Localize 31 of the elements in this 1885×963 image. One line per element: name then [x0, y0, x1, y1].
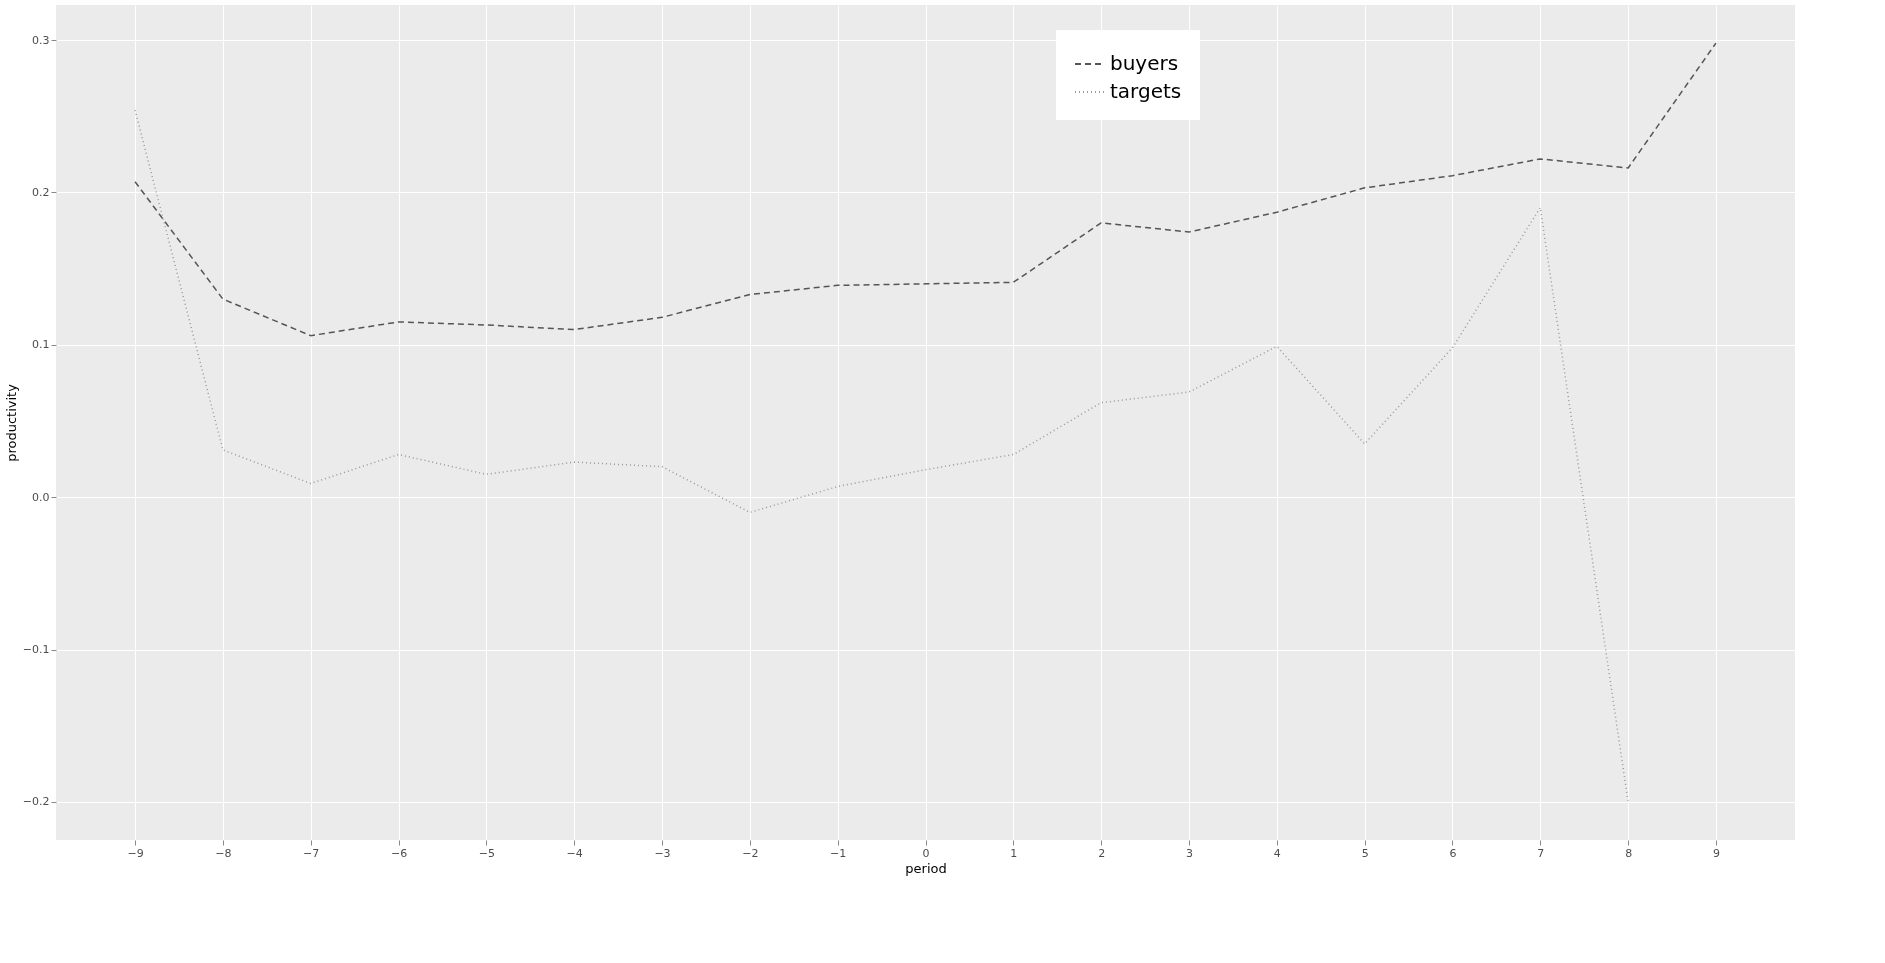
- x-tick-label: 9: [1712, 846, 1720, 860]
- legend-label: targets: [1110, 79, 1182, 103]
- x-tick-label: 6: [1449, 846, 1457, 860]
- x-tick-label: 5: [1361, 846, 1369, 860]
- x-tick-label: −7: [303, 846, 320, 860]
- x-tick-label: 8: [1625, 846, 1633, 860]
- x-tick-label: −4: [566, 846, 583, 860]
- x-tick-label: 2: [1098, 846, 1106, 860]
- x-tick-label: 7: [1537, 846, 1545, 860]
- x-tick-label: 1: [1010, 846, 1018, 860]
- x-tick-label: −3: [654, 846, 671, 860]
- x-tick-label: 0: [922, 846, 930, 860]
- line-series: [134, 109, 1629, 803]
- x-tick-label: 4: [1273, 846, 1281, 860]
- y-tick-label: −0.1: [22, 643, 50, 657]
- y-tick-label: 0.3: [32, 33, 50, 47]
- x-tick-label: −2: [742, 846, 759, 860]
- y-tick-label: 0.2: [32, 185, 50, 199]
- x-tick-label: −8: [215, 846, 232, 860]
- line-series: [134, 42, 1717, 337]
- x-tick-label: −6: [390, 846, 408, 860]
- y-tick-label: 0.1: [32, 338, 50, 352]
- x-tick-label: −5: [478, 846, 495, 860]
- x-tick-label: 3: [1185, 846, 1193, 860]
- x-axis-title: period: [905, 860, 947, 876]
- legend-label: buyers: [1110, 51, 1179, 75]
- y-tick-label: 0.0: [32, 490, 50, 504]
- x-tick-label: −9: [127, 846, 144, 860]
- x-tick-label: −1: [830, 846, 847, 860]
- y-tick-label: −0.2: [22, 795, 50, 809]
- y-axis-title: productivity: [3, 383, 19, 462]
